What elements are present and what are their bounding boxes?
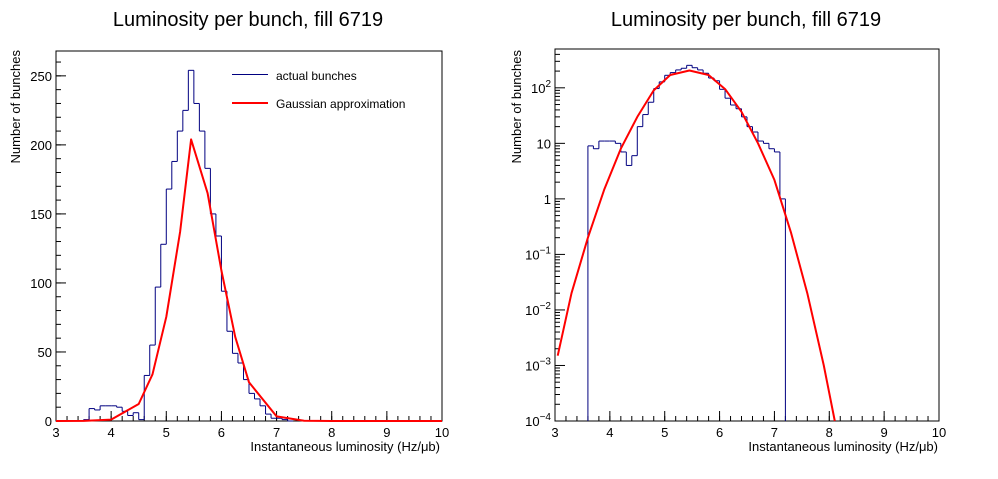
x-tick-label: 9 bbox=[881, 425, 888, 440]
legend-swatch-actual-bunches bbox=[232, 74, 268, 75]
x-tick-label: 8 bbox=[328, 425, 335, 440]
y-axis-label: Number of bunches bbox=[8, 50, 23, 164]
y-tick-label: 0 bbox=[45, 414, 52, 429]
legend-swatch-gaussian bbox=[232, 102, 268, 104]
y-tick-label: 250 bbox=[30, 69, 52, 84]
legend: actual bunches Gaussian approximation bbox=[232, 69, 405, 111]
legend-label-actual-bunches: actual bunches bbox=[276, 69, 357, 83]
gaussian-fit-line bbox=[556, 69, 836, 422]
chart-title: Luminosity per bunch, fill 6719 bbox=[113, 9, 383, 31]
y-tick-label: 150 bbox=[30, 207, 52, 222]
y-tick-label: 10−4 bbox=[525, 412, 551, 429]
x-tick-label: 6 bbox=[716, 425, 723, 440]
x-tick-label: 4 bbox=[606, 425, 613, 440]
chart-title: Luminosity per bunch, fill 6719 bbox=[611, 9, 881, 31]
y-tick-label: 200 bbox=[30, 138, 52, 153]
data-marks bbox=[55, 69, 442, 422]
x-tick-label: 6 bbox=[218, 425, 225, 440]
plot-frame bbox=[554, 48, 940, 422]
y-tick-label: 102 bbox=[531, 79, 551, 96]
y-tick-label: 100 bbox=[30, 276, 52, 291]
x-tick-label: 5 bbox=[661, 425, 668, 440]
y-axis-label: Number of bunches bbox=[509, 50, 524, 164]
x-tick-label: 5 bbox=[163, 425, 170, 440]
gaussian-fit-line bbox=[55, 138, 442, 422]
y-tick-label: 10−2 bbox=[525, 301, 551, 318]
y-tick-label: 1 bbox=[544, 192, 551, 207]
data-marks bbox=[556, 64, 836, 422]
y-tick-label: 10 bbox=[537, 136, 551, 151]
axis-ticks: 3 4 5 6 7 8 9 10 10−4 10−3 10−2 10−1 1 10 102 bbox=[525, 53, 946, 440]
y-tick-label: 10−3 bbox=[525, 356, 551, 373]
x-tick-label: 8 bbox=[826, 425, 833, 440]
x-axis-label: Instantaneous luminosity (Hz/μb) bbox=[250, 439, 440, 454]
y-tick-label: 10−1 bbox=[525, 245, 551, 262]
x-tick-label: 7 bbox=[273, 425, 280, 440]
linear-histogram-panel: Luminosity per bunch, fill 6719 Instanta… bbox=[8, 9, 449, 454]
x-tick-label: 4 bbox=[108, 425, 115, 440]
x-tick-label: 10 bbox=[932, 425, 946, 440]
plot-frame bbox=[55, 50, 443, 422]
x-axis-label: Instantaneous luminosity (Hz/μb) bbox=[748, 439, 938, 454]
log-histogram-panel: Luminosity per bunch, fill 6719 Instanta… bbox=[509, 9, 946, 454]
y-tick-label: 50 bbox=[38, 345, 52, 360]
x-tick-label: 10 bbox=[435, 425, 449, 440]
x-tick-label: 9 bbox=[383, 425, 390, 440]
x-tick-label: 3 bbox=[52, 425, 59, 440]
x-tick-label: 3 bbox=[551, 425, 558, 440]
x-tick-label: 7 bbox=[771, 425, 778, 440]
legend-label-gaussian: Gaussian approximation bbox=[276, 97, 405, 111]
